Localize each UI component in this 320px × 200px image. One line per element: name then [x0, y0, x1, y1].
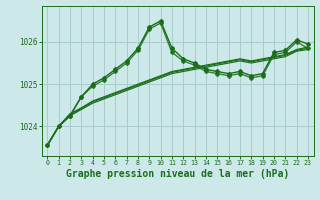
X-axis label: Graphe pression niveau de la mer (hPa): Graphe pression niveau de la mer (hPa) — [66, 169, 289, 179]
